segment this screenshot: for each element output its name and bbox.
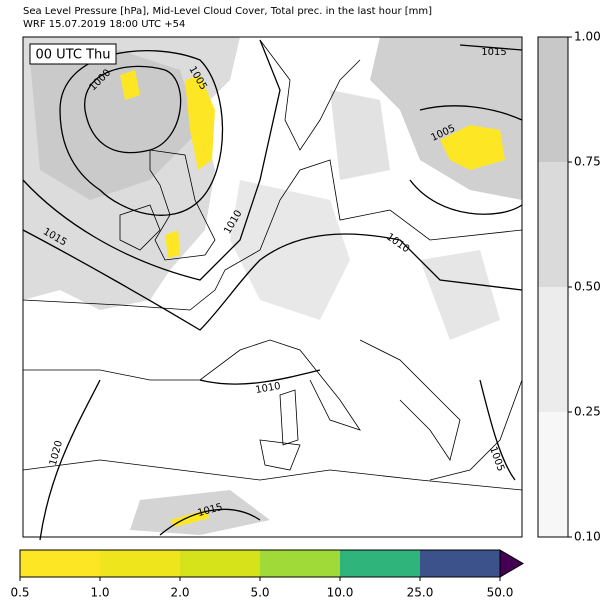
colorbar-tick-label: 0.75	[574, 155, 601, 169]
contour-label: 1015	[481, 47, 506, 58]
colorbar-segment	[260, 550, 340, 577]
colorbar-segment	[538, 162, 568, 287]
colorbar-segment	[180, 550, 260, 577]
subtitle: WRF 15.07.2019 18:00 UTC +54	[23, 19, 185, 30]
cloud-colorbar: 0.10 0.25 0.50 0.75 1.00	[537, 30, 601, 544]
colorbar-segment	[100, 550, 180, 577]
colorbar-tick-label: 1.0	[90, 586, 109, 600]
contour-label: 1010	[255, 381, 282, 396]
colorbar-segment	[538, 287, 568, 412]
colorbar-segment	[538, 37, 568, 162]
time-label-box	[29, 43, 117, 65]
isobars	[22, 39, 523, 541]
colorbar-tick-label: 10.0	[327, 586, 354, 600]
time-label: 00 UTC Thu	[36, 48, 111, 63]
colorbar-tick-label: 0.5	[10, 586, 29, 600]
colorbar-tick-label: 2.0	[170, 586, 189, 600]
colorbar-tick-label: 25.0	[407, 586, 434, 600]
title: Sea Level Pressure [hPa], Mid-Level Clou…	[23, 6, 432, 17]
colorbar-tick-label: 0.25	[574, 405, 601, 419]
colorbar-segment	[340, 550, 420, 577]
precip-colorbar: 0.5 1.0 2.0 5.0 10.0 25.0 50.0	[10, 549, 524, 600]
map-frame	[22, 36, 523, 538]
colorbar-tick-label: 0.10	[574, 530, 601, 544]
colorbar-extend	[499, 549, 524, 578]
precipitation	[120, 70, 505, 527]
colorbar-segment	[20, 550, 100, 577]
colorbar-tick-label: 5.0	[250, 586, 269, 600]
colorbar-tick-label: 50.0	[487, 586, 514, 600]
colorbar-tick-label: 1.00	[574, 30, 601, 44]
colorbar-segment	[538, 412, 568, 537]
colorbar-tick-label: 0.50	[574, 280, 601, 294]
map: 1000 1005 1015 1015 1010 1005 1010 1010 …	[22, 36, 523, 541]
coastlines	[22, 39, 523, 491]
colorbar-segment	[420, 550, 500, 577]
